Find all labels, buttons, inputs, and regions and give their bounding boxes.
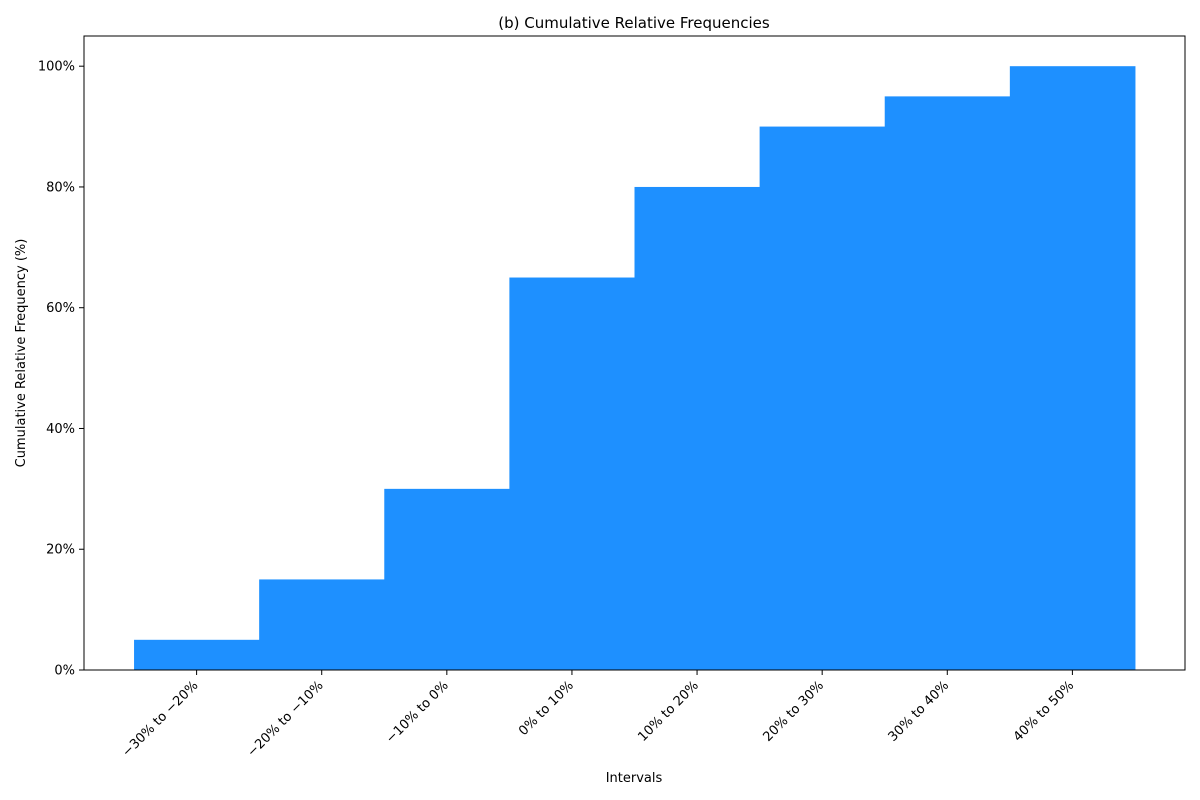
bars-group	[134, 66, 1136, 671]
y-axis-ticks: 0% 20% 40% 60% 80% 100%	[38, 60, 84, 679]
x-axis-ticks: −30% to −20% −20% to −10% −10% to 0% 0% to …	[119, 670, 1077, 760]
x-tick-label: 40% to 50%	[1011, 678, 1078, 745]
bar-7	[1009, 66, 1136, 670]
x-tick-label: 30% to 40%	[886, 678, 953, 745]
y-tick-label: 80%	[46, 180, 75, 195]
chart-title: (b) Cumulative Relative Frequencies	[498, 14, 770, 32]
bar-2	[384, 488, 510, 670]
bar-6	[884, 96, 1011, 670]
bar-5	[759, 126, 886, 671]
x-tick-label: −10% to 0%	[383, 678, 451, 746]
plot-frame	[83, 35, 1186, 671]
bar-4	[634, 186, 761, 670]
x-tick-label: −30% to −20%	[119, 678, 201, 760]
bar-3	[509, 277, 635, 670]
bar-0	[134, 639, 260, 670]
y-axis-label: Cumulative Relative Frequency (%)	[14, 239, 29, 468]
y-tick-label: 40%	[46, 422, 75, 437]
x-axis-label: Intervals	[606, 771, 663, 786]
x-tick-label: 10% to 20%	[635, 678, 702, 745]
y-tick-label: 0%	[54, 664, 75, 679]
x-tick-label: −20% to −10%	[245, 678, 327, 760]
bar-1	[259, 579, 385, 670]
y-tick-label: 60%	[46, 301, 75, 316]
x-tick-label: 20% to 30%	[760, 678, 827, 745]
y-tick-label: 20%	[46, 543, 75, 558]
y-tick-label: 100%	[38, 60, 75, 75]
x-tick-label: 0% to 10%	[516, 678, 577, 739]
